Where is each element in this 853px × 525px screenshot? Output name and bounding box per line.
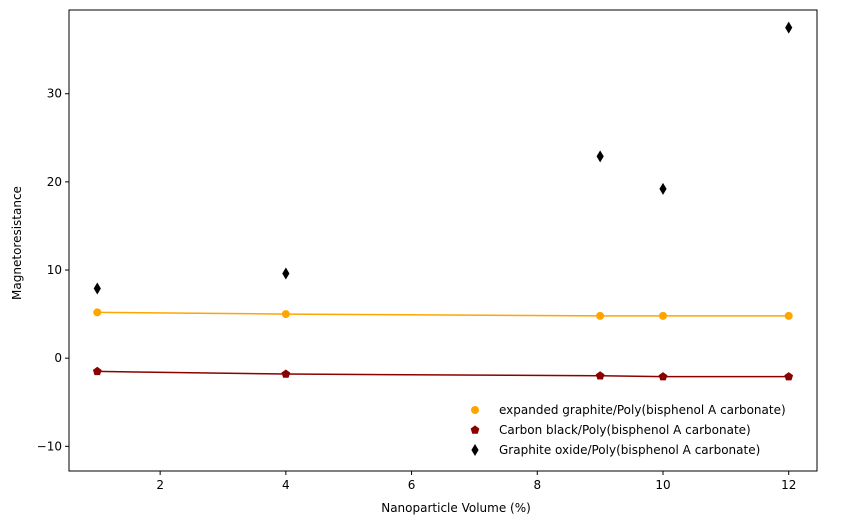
series-2-point <box>785 21 793 34</box>
legend-label-2: Graphite oxide/Poly(bisphenol A carbonat… <box>499 443 760 457</box>
y-tick-label: −10 <box>37 439 62 453</box>
series-0-point <box>659 311 667 320</box>
x-tick-label: 4 <box>282 478 290 492</box>
data-points <box>92 21 794 381</box>
legend-label-1: Carbon black/Poly(bisphenol A carbonate) <box>499 423 751 437</box>
series-1-point <box>658 372 668 381</box>
series-1-point <box>595 371 605 380</box>
legend-marker-2 <box>471 444 479 456</box>
series-0-point <box>784 311 793 320</box>
series-2-point <box>596 150 604 163</box>
y-tick-label: 10 <box>47 263 62 277</box>
x-axis-ticks: 2 4 6 8 10 12 <box>156 471 796 492</box>
x-axis-title: Nanoparticle Volume (%) <box>381 501 531 515</box>
series-0-point <box>281 310 290 319</box>
series-1-point <box>92 366 102 376</box>
x-tick-label: 6 <box>408 478 416 492</box>
series-2-point <box>282 267 290 280</box>
series-1-point <box>281 369 291 378</box>
series-1-point <box>784 372 794 381</box>
series-0-point <box>596 311 605 320</box>
series-1-line <box>97 370 789 378</box>
y-tick-label: 0 <box>54 351 62 365</box>
fit-lines <box>97 311 789 378</box>
x-tick-label: 8 <box>533 478 541 492</box>
legend-label-0: expanded graphite/Poly(bisphenol A carbo… <box>499 403 786 417</box>
y-tick-label: 20 <box>47 175 62 189</box>
y-axis-title: Magnetoresistance <box>10 186 24 300</box>
legend-marker-1 <box>470 425 480 434</box>
x-tick-label: 2 <box>156 478 164 492</box>
y-tick-label: 30 <box>47 87 62 101</box>
series-2-point <box>659 182 667 195</box>
series-0-line <box>97 311 789 317</box>
series-2-point <box>93 282 101 295</box>
x-tick-label: 10 <box>655 478 670 492</box>
x-tick-label: 12 <box>781 478 796 492</box>
plot-frame <box>68 9 818 472</box>
y-axis-ticks: −10 0 10 20 30 <box>37 87 69 453</box>
legend-marker-0 <box>471 406 479 414</box>
legend: expanded graphite/Poly(bisphenol A carbo… <box>470 403 786 457</box>
series-0-point <box>93 308 102 317</box>
